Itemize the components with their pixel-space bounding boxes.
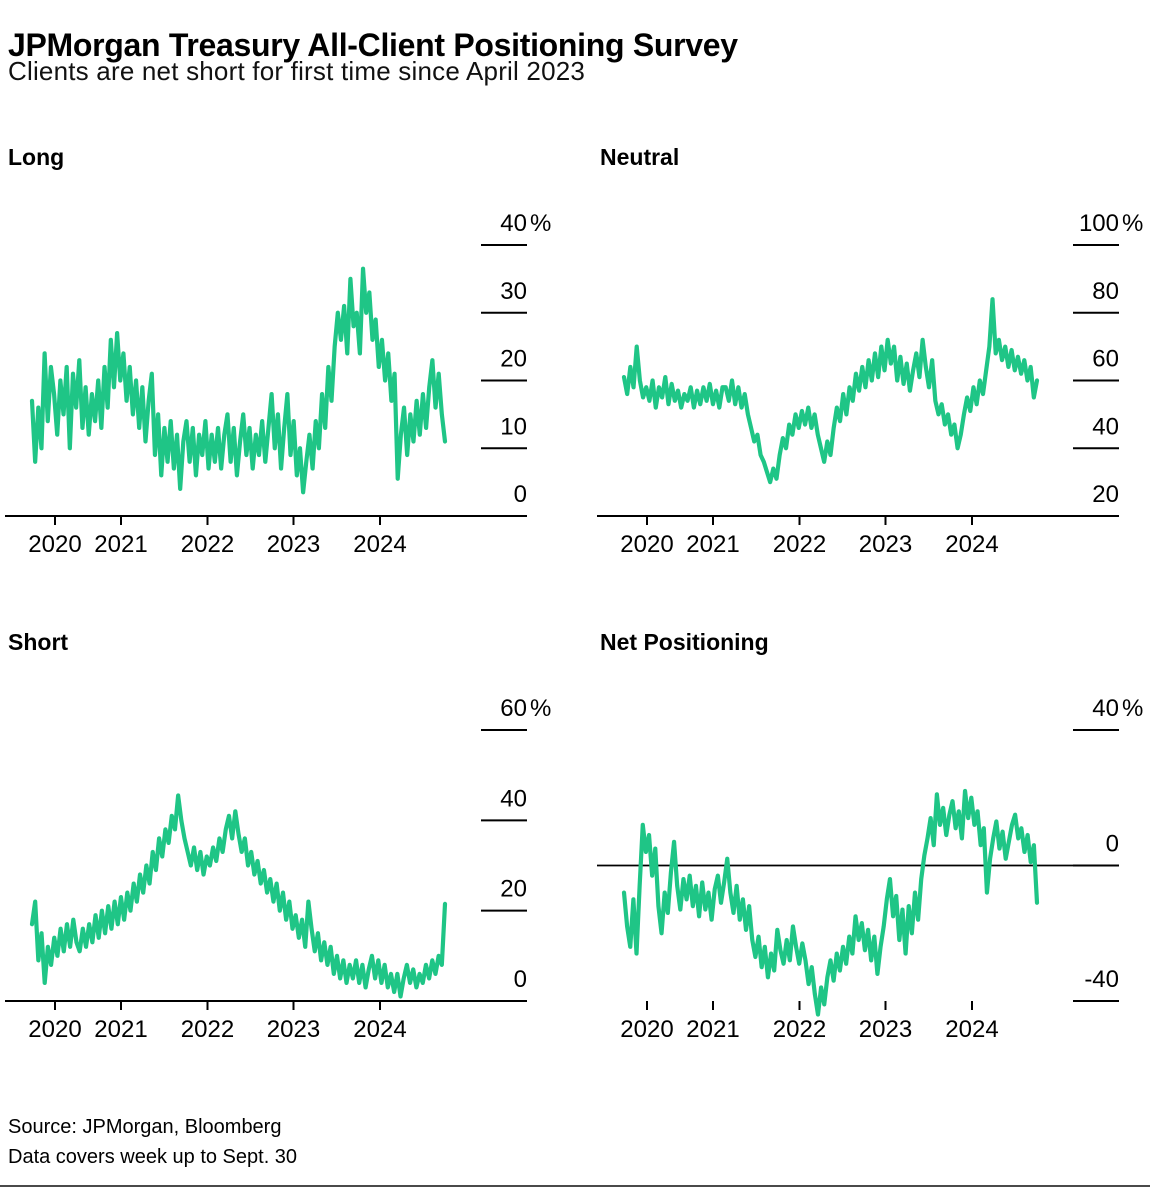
percent-sign: % (530, 695, 551, 722)
y-tick-label: 40 (1092, 413, 1119, 440)
bottom-divider (0, 1185, 1150, 1187)
x-tick-label: 2022 (181, 531, 234, 558)
y-tick-label: -40 (1084, 966, 1119, 993)
footer: Source: JPMorgan, Bloomberg Data covers … (8, 1112, 297, 1172)
x-tick-label: 2020 (28, 531, 81, 558)
y-tick-label: 30 (500, 278, 527, 305)
x-tick-label: 2022 (773, 1016, 826, 1043)
x-tick-label: 2021 (686, 531, 739, 558)
x-tick-label: 2021 (94, 1016, 147, 1043)
data-note-text: Data covers week up to Sept. 30 (8, 1146, 298, 1168)
y-tick-label: 20 (500, 876, 527, 903)
panel-short: Short 60% 40 20 0 2020 2021 2022 2023 2024 (0, 628, 558, 1098)
panel-neutral-label: Neutral (600, 144, 680, 170)
panel-short-label: Short (8, 629, 69, 655)
x-tick-label: 2020 (28, 1016, 81, 1043)
neutral-series-line (621, 297, 1040, 485)
panel-long: Long 40% 30 20 10 0 2020 2021 2022 2023 2024 (0, 143, 558, 613)
y-tick-label: 60 (1092, 346, 1119, 373)
short-chart: 60 % 40 20 0 2020 2021 2022 2023 2024 (5, 695, 551, 1043)
percent-sign: % (1122, 695, 1143, 722)
y-tick-label: 40 (500, 785, 527, 812)
x-tick-label: 2023 (267, 1016, 320, 1043)
x-tick-label: 2021 (686, 1016, 739, 1043)
x-tick-label: 2022 (773, 531, 826, 558)
x-tick-label: 2020 (620, 531, 673, 558)
x-tick-label: 2021 (94, 531, 147, 558)
percent-sign: % (530, 210, 551, 237)
panel-neutral: Neutral 100% 80 60 40 20 2020 2021 2022 2023 2024 (592, 143, 1150, 613)
x-tick-label: 2023 (859, 1016, 912, 1043)
y-tick-label: 10 (500, 413, 527, 440)
page-title: JPMorgan Treasury All-Client Positioning… (8, 27, 738, 64)
y-tick-label: 80 (1092, 278, 1119, 305)
x-tick-label: 2024 (945, 1016, 998, 1043)
long-series-line (29, 266, 448, 495)
y-tick-label: 100 (1079, 210, 1119, 237)
net-positioning-series-line (621, 788, 1040, 1017)
y-tick-label: 0 (514, 966, 527, 993)
source-text: Source: JPMorgan, Bloomberg (8, 1116, 282, 1138)
percent-sign: % (1122, 210, 1143, 237)
panel-net-positioning: Net Positioning 40% 0 -40 2020 2021 2022 2023 2… (592, 628, 1150, 1098)
y-tick-label: 0 (514, 481, 527, 508)
x-tick-label: 2024 (945, 531, 998, 558)
panel-net-positioning-label: Net Positioning (600, 629, 769, 655)
panel-long-label: Long (8, 144, 65, 170)
x-tick-label: 2020 (620, 1016, 673, 1043)
y-tick-label: 0 (1106, 831, 1119, 858)
x-tick-label: 2024 (353, 531, 406, 558)
y-tick-label: 40 (500, 210, 527, 237)
long-chart: 40 % 30 20 10 0 2020 2021 2022 2023 2024 (5, 210, 551, 558)
net-positioning-chart: 40 % 0 -40 2020 2021 2022 2023 2024 (597, 695, 1143, 1043)
y-tick-label: 40 (1092, 695, 1119, 722)
x-tick-label: 2022 (181, 1016, 234, 1043)
y-tick-label: 20 (500, 346, 527, 373)
page-subtitle: Clients are net short for first time sin… (8, 56, 586, 86)
y-tick-label: 60 (500, 695, 527, 722)
x-tick-label: 2024 (353, 1016, 406, 1043)
short-series-line (29, 793, 448, 999)
x-tick-label: 2023 (267, 531, 320, 558)
y-tick-label: 20 (1092, 481, 1119, 508)
x-tick-label: 2023 (859, 531, 912, 558)
